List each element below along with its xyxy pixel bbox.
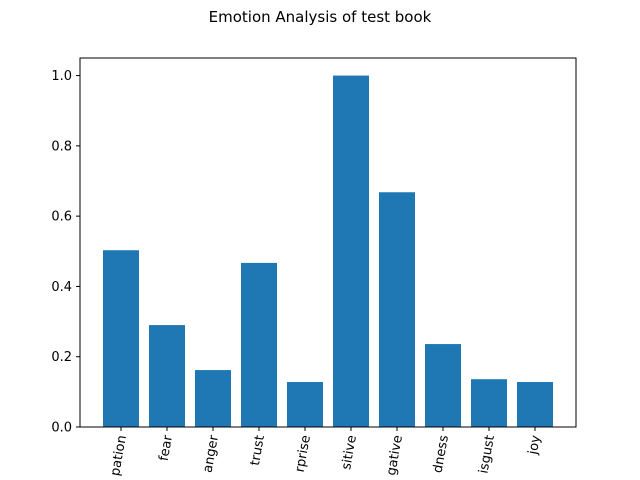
y-tick-label: 0.6 (51, 210, 72, 225)
bar-anticipation (103, 250, 139, 427)
x-tick-label: gative (384, 434, 406, 477)
y-tick-label: 0.0 (51, 421, 72, 436)
y-tick-label: 0.8 (51, 139, 72, 154)
x-tick-label: isgust (476, 434, 498, 475)
y-tick-label: 0.2 (51, 350, 72, 365)
x-tick-label: sitive (339, 434, 360, 471)
bar-fear (149, 325, 185, 427)
bars-group (103, 75, 553, 428)
bar-sadness (425, 344, 461, 427)
x-tick-label: anger (201, 433, 222, 473)
x-tick-label: fear (157, 433, 176, 462)
bar-disgust (471, 379, 507, 427)
x-axis: pation fear anger trust rprise sitive gative dn… (108, 427, 544, 477)
chart-title: Emotion Analysis of test book (209, 8, 432, 26)
y-tick-label: 1.0 (51, 69, 72, 84)
bar-joy (517, 382, 553, 427)
bar-trust (241, 262, 277, 427)
y-tick-label: 0.4 (51, 280, 72, 295)
plot-frame (79, 57, 577, 428)
x-tick-label: pation (108, 434, 130, 477)
x-tick-label: joy (526, 434, 544, 457)
bar-surprise (287, 382, 323, 427)
y-axis: 0.0 0.2 0.4 0.6 0.8 1.0 (51, 69, 80, 436)
x-tick-label: rprise (293, 434, 314, 473)
x-tick-label: dness (431, 434, 452, 474)
x-tick-label: trust (248, 434, 268, 467)
bar-negative (379, 192, 415, 427)
bar-positive (333, 75, 369, 428)
bar-anger (195, 370, 231, 427)
